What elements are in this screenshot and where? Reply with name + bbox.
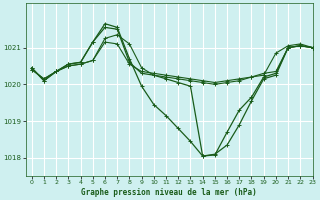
X-axis label: Graphe pression niveau de la mer (hPa): Graphe pression niveau de la mer (hPa) — [81, 188, 257, 197]
